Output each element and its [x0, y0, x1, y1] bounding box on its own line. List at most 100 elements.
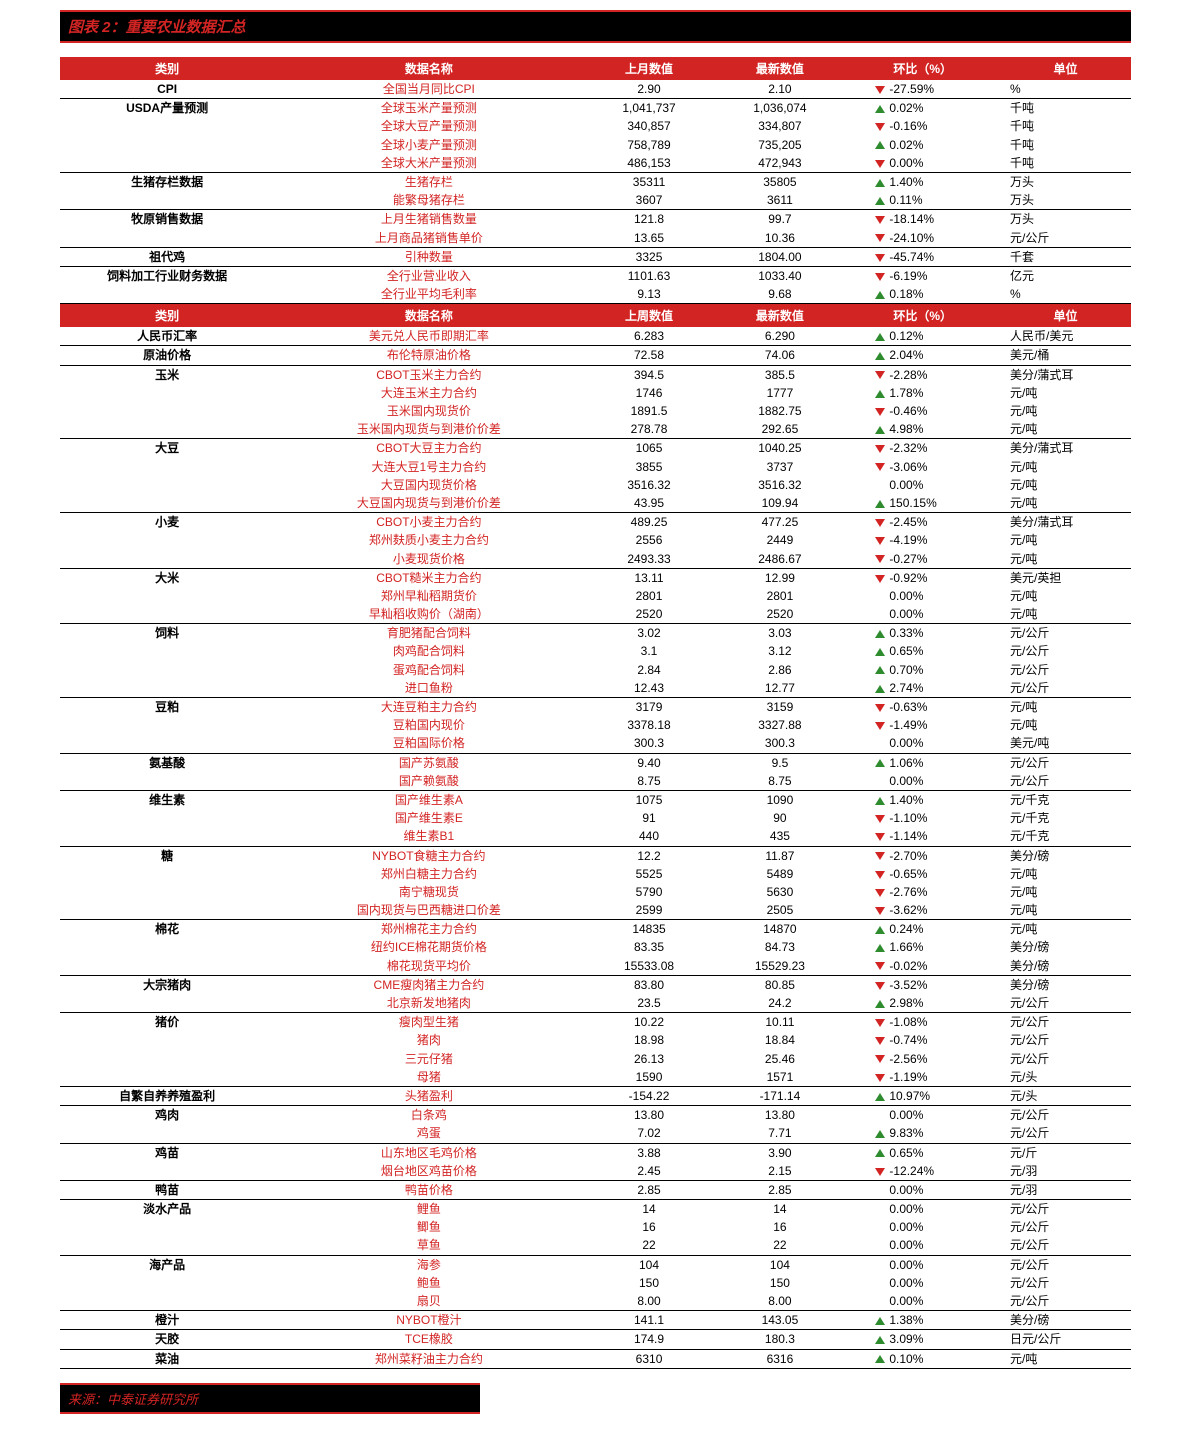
triangle-up-icon: [875, 291, 885, 299]
table-row: 郑州白糖主力合约55255489-0.65%元/吨: [60, 865, 1131, 883]
triangle-down-icon: [875, 575, 885, 583]
triangle-up-icon: [875, 390, 885, 398]
col-change: 环比（%）: [845, 304, 1000, 327]
cell-category: [60, 229, 274, 248]
cell-prev: 3.88: [584, 1143, 715, 1162]
triangle-up-icon: [875, 105, 885, 113]
cell-category: 生猪存栏数据: [60, 172, 274, 191]
table-row: 小麦CBOT小麦主力合约489.25477.25-2.45%美分/蒲式耳: [60, 513, 1131, 532]
triangle-down-icon: [875, 1168, 885, 1176]
cell-unit: 日元/公斤: [1000, 1330, 1131, 1349]
cell-prev: 3.02: [584, 624, 715, 643]
cell-latest: 735,205: [714, 136, 845, 154]
cell-prev: 6.283: [584, 327, 715, 346]
table-row: 玉米CBOT玉米主力合约394.5385.5-2.28%美分/蒲式耳: [60, 365, 1131, 384]
cell-prev: 26.13: [584, 1050, 715, 1068]
cell-prev: 300.3: [584, 734, 715, 753]
triangle-up-icon: [875, 333, 885, 341]
cell-metric: 大连大豆1号主力合约: [274, 458, 583, 476]
cell-latest: 8.00: [714, 1292, 845, 1311]
cell-unit: 元/吨: [1000, 605, 1131, 624]
cell-category: 菜油: [60, 1349, 274, 1368]
table-row: 草鱼22220.00%元/公斤: [60, 1236, 1131, 1255]
cell-change: -18.14%: [845, 210, 1000, 229]
cell-category: [60, 1292, 274, 1311]
table-row: 鸡苗山东地区毛鸡价格3.883.900.65%元/斤: [60, 1143, 1131, 1162]
table-row: 鲫鱼16160.00%元/公斤: [60, 1218, 1131, 1236]
table-row: 进口鱼粉12.4312.772.74%元/公斤: [60, 679, 1131, 698]
cell-unit: 元/公斤: [1000, 1255, 1131, 1274]
cell-category: [60, 809, 274, 827]
cell-change: -1.49%: [845, 716, 1000, 734]
cell-unit: 美分/磅: [1000, 957, 1131, 976]
cell-unit: 元/公斤: [1000, 624, 1131, 643]
cell-metric: 国产维生素E: [274, 809, 583, 827]
table-row: 郑州麸质小麦主力合约25562449-4.19%元/吨: [60, 531, 1131, 549]
triangle-up-icon: [875, 797, 885, 805]
cell-prev: 9.40: [584, 753, 715, 772]
cell-category: 鸡肉: [60, 1106, 274, 1125]
cell-category: 饲料加工行业财务数据: [60, 266, 274, 285]
cell-prev: 8.75: [584, 772, 715, 791]
cell-prev: 2.45: [584, 1162, 715, 1181]
cell-metric: CBOT小麦主力合约: [274, 513, 583, 532]
triangle-down-icon: [875, 1055, 885, 1063]
triangle-up-icon: [875, 500, 885, 508]
cell-unit: 元/公斤: [1000, 1274, 1131, 1292]
cell-latest: 385.5: [714, 365, 845, 384]
cell-latest: 25.46: [714, 1050, 845, 1068]
cell-prev: 3855: [584, 458, 715, 476]
cell-change: -2.56%: [845, 1050, 1000, 1068]
cell-metric: 大豆国内现货与到港价价差: [274, 494, 583, 513]
cell-prev: 440: [584, 827, 715, 846]
cell-change: 0.00%: [845, 1255, 1000, 1274]
table-row: 饲料育肥猪配合饲料3.023.030.33%元/公斤: [60, 624, 1131, 643]
table-row: 饲料加工行业财务数据全行业营业收入1101.631033.40-6.19%亿元: [60, 266, 1131, 285]
cell-unit: 元/吨: [1000, 716, 1131, 734]
table-row: 牧原销售数据上月生猪销售数量121.899.7-18.14%万头: [60, 210, 1131, 229]
cell-metric: CBOT大豆主力合约: [274, 439, 583, 458]
table-row: 南宁糖现货57905630-2.76%元/吨: [60, 883, 1131, 901]
triangle-down-icon: [875, 519, 885, 527]
cell-metric: 大连玉米主力合约: [274, 384, 583, 402]
cell-change: -0.74%: [845, 1031, 1000, 1049]
cell-latest: 472,943: [714, 154, 845, 173]
cell-change: -45.74%: [845, 247, 1000, 266]
cell-category: [60, 901, 274, 920]
cell-latest: 9.5: [714, 753, 845, 772]
cell-unit: 千吨: [1000, 136, 1131, 154]
cell-prev: 141.1: [584, 1311, 715, 1330]
cell-latest: 6.290: [714, 327, 845, 346]
triangle-down-icon: [875, 86, 885, 94]
cell-change: -2.70%: [845, 846, 1000, 865]
cell-unit: 元/公斤: [1000, 642, 1131, 660]
cell-latest: 12.99: [714, 568, 845, 587]
cell-unit: 美分/磅: [1000, 975, 1131, 994]
cell-change: -3.62%: [845, 901, 1000, 920]
cell-metric: 鲍鱼: [274, 1274, 583, 1292]
cell-unit: 美分/蒲式耳: [1000, 365, 1131, 384]
cell-metric: 郑州早籼稻期货价: [274, 587, 583, 605]
col-category: 类别: [60, 57, 274, 80]
table-row: 全球大豆产量预测340,857334,807-0.16%千吨: [60, 117, 1131, 135]
triangle-up-icon: [875, 1000, 885, 1008]
cell-prev: 13.80: [584, 1106, 715, 1125]
cell-change: 0.18%: [845, 285, 1000, 304]
cell-latest: 14870: [714, 920, 845, 939]
cell-category: [60, 494, 274, 513]
cell-prev: 3.1: [584, 642, 715, 660]
triangle-up-icon: [875, 944, 885, 952]
table-row: 大连玉米主力合约174617771.78%元/吨: [60, 384, 1131, 402]
cell-prev: 1075: [584, 790, 715, 809]
triangle-down-icon: [875, 815, 885, 823]
cell-unit: 元/吨: [1000, 476, 1131, 494]
cell-change: -0.27%: [845, 550, 1000, 569]
table-row: USDA产量预测全球玉米产量预测1,041,7371,036,0740.02%千…: [60, 99, 1131, 118]
cell-change: 0.12%: [845, 327, 1000, 346]
cell-change: 150.15%: [845, 494, 1000, 513]
table-row: 猪肉18.9818.84-0.74%元/公斤: [60, 1031, 1131, 1049]
cell-latest: 5630: [714, 883, 845, 901]
cell-category: [60, 531, 274, 549]
cell-latest: 334,807: [714, 117, 845, 135]
triangle-down-icon: [875, 871, 885, 879]
